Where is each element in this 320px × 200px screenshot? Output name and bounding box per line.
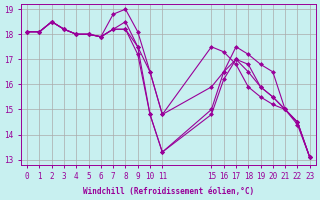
- X-axis label: Windchill (Refroidissement éolien,°C): Windchill (Refroidissement éolien,°C): [83, 187, 254, 196]
